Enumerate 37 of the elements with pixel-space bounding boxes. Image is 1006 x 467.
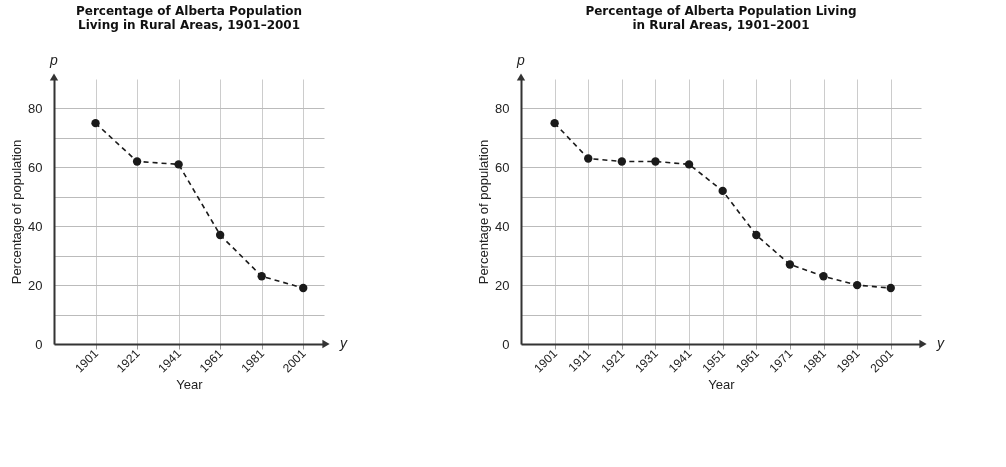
y-tick-label: 80 [495, 100, 510, 116]
y-tick-label: 0 [35, 336, 43, 352]
point [718, 186, 727, 196]
point [91, 118, 100, 128]
point [785, 260, 795, 269]
point [684, 160, 694, 169]
point [584, 154, 593, 163]
point [132, 157, 142, 166]
point [886, 283, 895, 293]
y-tick-label: 0 [502, 336, 510, 352]
point [651, 157, 660, 166]
point [752, 230, 761, 240]
chart-title: Percentage of Alberta Population Living in Rural Areas, 1901–2001 [585, 4, 857, 32]
point [852, 280, 862, 290]
x-axis-title: Year [176, 376, 204, 392]
y-axis-title: Percentage of population [476, 139, 492, 285]
text: p [49, 52, 59, 68]
point [215, 230, 225, 240]
point [550, 118, 559, 128]
point [819, 272, 828, 281]
point [617, 157, 627, 166]
y-tick-label: 80 [28, 100, 43, 116]
text: p [516, 52, 526, 68]
text: y [339, 335, 348, 351]
y-tick-label: 40 [495, 218, 510, 234]
y-tick-label: 60 [28, 159, 43, 175]
y-tick-label: 60 [495, 159, 510, 175]
y-axis-title: Percentage of population [9, 139, 25, 285]
text: y [936, 335, 945, 351]
point [174, 160, 183, 169]
y-tick-label: 40 [28, 218, 43, 234]
y-tick-label: 20 [495, 277, 510, 293]
point [299, 283, 308, 293]
y-tick-label: 20 [28, 277, 43, 293]
chart-title: Percentage of Alberta Population Living in Rural Areas, 1901–2001 [75, 4, 303, 32]
point [257, 272, 266, 281]
x-axis-title: Year [708, 376, 736, 392]
